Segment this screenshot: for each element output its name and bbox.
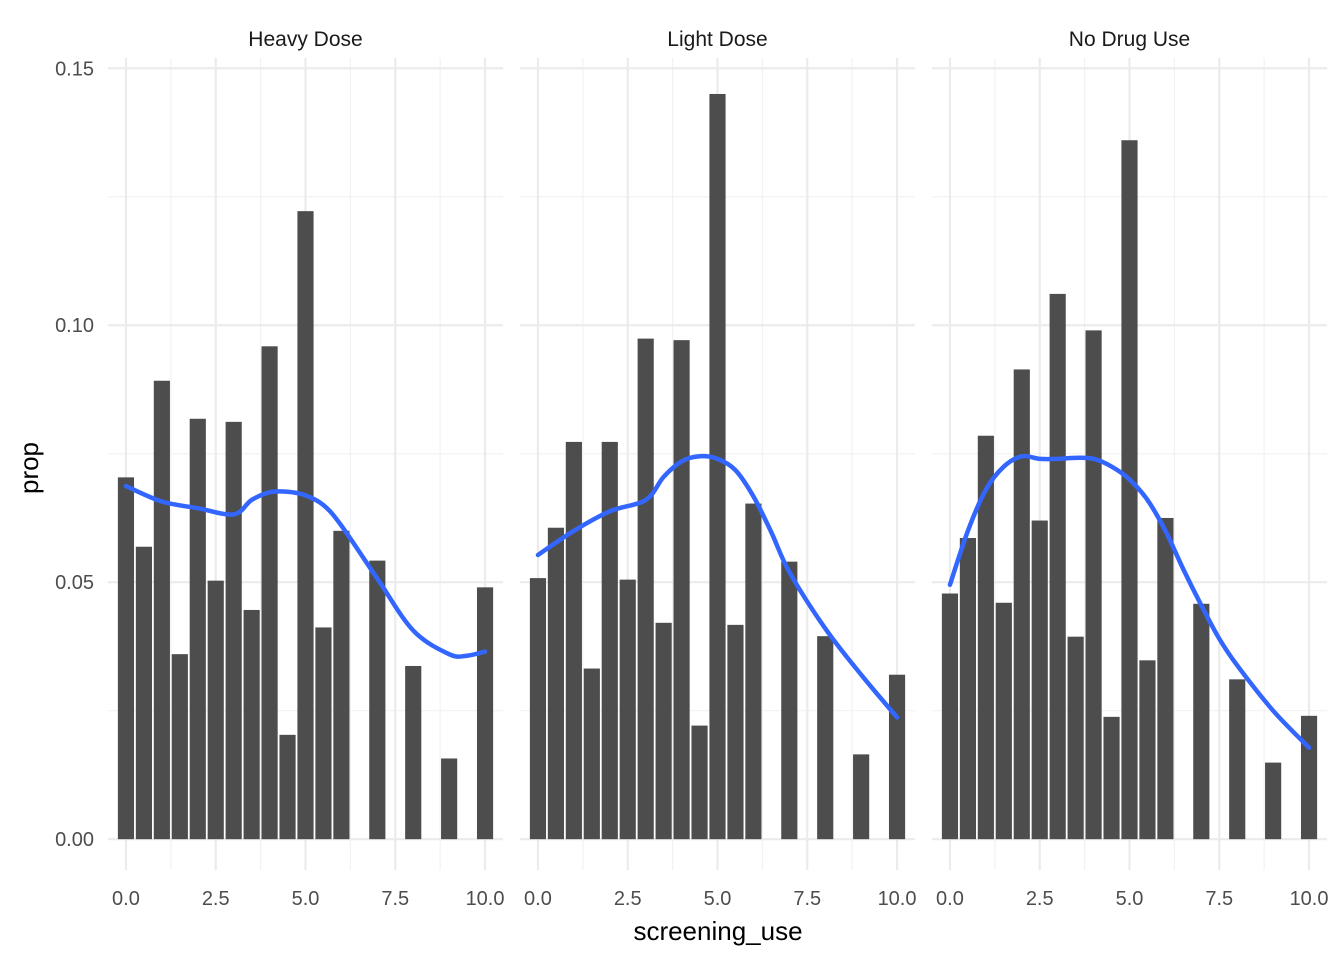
smooth-line-layer	[123, 453, 1312, 750]
light-dose-x-tick-label: 7.5	[793, 888, 821, 910]
text-layer: Heavy Dose 0.0 2.5 5.0 7.5 10.0 Light Dose 0.0 2…	[55, 28, 1328, 910]
y-tick-label: 0.10	[55, 315, 94, 337]
no-drug-use-bar	[1013, 369, 1030, 840]
y-axis-title: prop	[14, 442, 44, 494]
light-dose-bar	[601, 441, 618, 840]
light-dose-bar	[853, 754, 870, 840]
no-drug-use-bar	[977, 435, 994, 840]
no-drug-use-bar	[1031, 520, 1048, 840]
light-dose-bar	[745, 503, 762, 840]
bar-layer	[117, 93, 1318, 840]
no-drug-use-bar	[1193, 603, 1210, 840]
heavy-dose-bar	[117, 477, 135, 840]
no-drug-use-x-tick-label: 0.0	[936, 888, 964, 910]
no-drug-use-smooth-line	[947, 453, 1312, 750]
y-tick-label: 0.00	[55, 829, 94, 851]
no-drug-use-bar	[1139, 660, 1156, 840]
y-tick-label: 0.15	[55, 58, 94, 80]
light-dose-facet-label: Light Dose	[667, 28, 767, 51]
no-drug-use-bar	[1103, 716, 1120, 840]
light-dose-x-tick-label: 5.0	[704, 888, 732, 910]
heavy-dose-bar	[225, 421, 242, 840]
no-drug-use-x-tick-label: 2.5	[1026, 888, 1054, 910]
heavy-dose-bar	[189, 418, 206, 840]
no-drug-use-bar	[959, 538, 976, 840]
no-drug-use-bar	[1067, 636, 1084, 840]
light-dose-bar	[565, 441, 582, 840]
heavy-dose-bar	[476, 587, 494, 840]
heavy-dose-x-tick-label: 2.5	[202, 888, 230, 910]
light-dose-bar	[673, 340, 690, 840]
no-drug-use-x-tick-label: 5.0	[1116, 888, 1144, 910]
light-dose-bar	[709, 93, 726, 840]
heavy-dose-bar	[441, 758, 458, 840]
no-drug-use-facet-label: No Drug Use	[1069, 28, 1190, 51]
light-dose-bar	[655, 622, 672, 840]
heavy-dose-bar	[207, 580, 224, 840]
no-drug-use-bar	[1229, 679, 1246, 840]
light-dose-x-tick-label: 0.0	[524, 888, 552, 910]
light-dose-x-tick-label: 2.5	[614, 888, 642, 910]
light-dose-bar	[583, 668, 600, 840]
no-drug-use-bar	[1085, 330, 1102, 840]
light-dose-bar	[529, 578, 547, 840]
no-drug-use-x-tick-label: 10.0	[1290, 888, 1329, 910]
no-drug-use-bar	[1121, 140, 1138, 840]
light-dose-bar	[547, 527, 564, 840]
heavy-dose-bar	[369, 560, 386, 840]
no-drug-use-bar	[995, 602, 1012, 840]
heavy-dose-x-tick-label: 0.0	[112, 888, 140, 910]
no-drug-use-bar	[1157, 517, 1174, 840]
no-drug-use-x-tick-label: 7.5	[1205, 888, 1233, 910]
heavy-dose-bar	[405, 665, 422, 840]
light-dose-bar	[637, 338, 654, 840]
heavy-dose-bar	[279, 734, 296, 840]
light-dose-bar	[888, 674, 906, 840]
light-dose-bar	[691, 725, 708, 840]
heavy-dose-bar	[243, 609, 260, 840]
y-tick-label: 0.05	[55, 572, 94, 594]
heavy-dose-x-tick-label: 7.5	[381, 888, 409, 910]
no-drug-use-bar	[1265, 762, 1282, 840]
light-dose-x-tick-label: 10.0	[878, 888, 917, 910]
no-drug-use-bar	[941, 593, 959, 840]
heavy-dose-bar	[261, 346, 278, 840]
light-dose-bar	[727, 624, 744, 840]
x-axis-title: screening_use	[633, 916, 802, 946]
light-dose-bar	[781, 561, 798, 840]
heavy-dose-smooth-line	[123, 483, 488, 659]
no-drug-use-bar	[1049, 293, 1066, 840]
no-drug-use-bar	[1300, 715, 1318, 840]
heavy-dose-bar	[171, 654, 188, 840]
heavy-dose-x-tick-label: 10.0	[466, 888, 505, 910]
light-dose-bar	[619, 579, 636, 840]
heavy-dose-facet-label: Heavy Dose	[248, 28, 362, 51]
light-dose-bar	[817, 636, 834, 840]
heavy-dose-bar	[297, 211, 314, 840]
heavy-dose-bar	[135, 546, 152, 840]
light-dose-smooth-line	[535, 453, 900, 720]
heavy-dose-bar	[153, 380, 170, 840]
heavy-dose-bar	[333, 530, 350, 840]
heavy-dose-bar	[315, 627, 332, 840]
heavy-dose-x-tick-label: 5.0	[292, 888, 320, 910]
